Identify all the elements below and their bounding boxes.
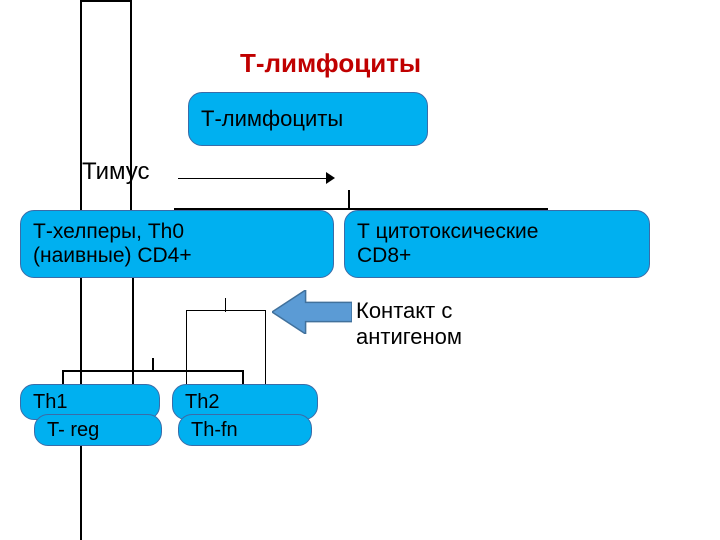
node-th2-text: Th2 (185, 391, 305, 414)
node-t-cytotoxic: Т цитотоксические CD8+ (344, 210, 650, 278)
node-t-reg-text: T- reg (47, 419, 149, 442)
connector-line (186, 310, 266, 311)
node-t-helper-line1: Т-хелперы, Th0 (33, 220, 321, 244)
node-t-cytotoxic-line1: Т цитотоксические (357, 220, 637, 244)
connector-line (225, 298, 226, 312)
connector-line (80, 0, 132, 2)
label-contact-line1: Контакт с (356, 298, 452, 324)
block-arrow-left (272, 290, 352, 334)
connector-line (152, 358, 154, 372)
node-th-fn-text: Th-fn (191, 419, 299, 442)
node-t-lymphocytes: Т-лимфоциты (188, 92, 428, 146)
arrow-shaft (178, 178, 326, 179)
node-t-lymphocytes-text: Т-лимфоциты (201, 106, 415, 132)
node-t-helper: Т-хелперы, Th0 (наивные) CD4+ (20, 210, 334, 278)
label-contact-line2: антигеном (356, 324, 462, 350)
diagram-title: Т-лимфоциты (240, 48, 421, 79)
node-th-fn: Th-fn (178, 414, 312, 446)
arrow-head-icon (326, 172, 335, 184)
connector-line (186, 310, 187, 386)
connector-line (130, 0, 132, 212)
node-t-reg: T- reg (34, 414, 162, 446)
node-th1-text: Th1 (33, 391, 147, 414)
block-arrow-icon (272, 290, 352, 334)
diagram-canvas: { "title": { "text": "Т-лимфоциты", "col… (0, 0, 720, 540)
connector-line (265, 310, 266, 386)
label-thymus: Тимус (82, 158, 150, 186)
node-t-helper-line2: (наивные) CD4+ (33, 244, 321, 268)
node-t-cytotoxic-line2: CD8+ (357, 244, 637, 268)
connector-line (348, 190, 350, 210)
